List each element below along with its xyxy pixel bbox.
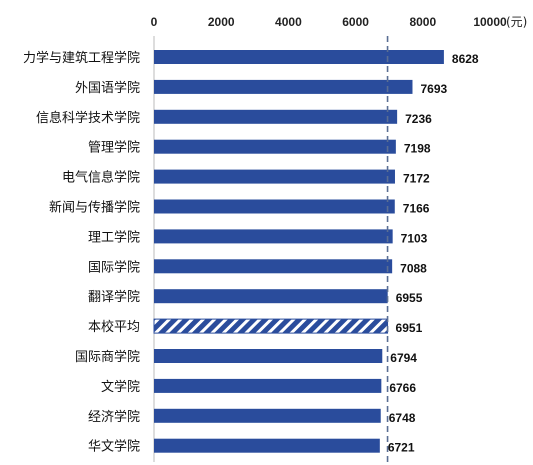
category-label: 经济学院 bbox=[88, 409, 140, 425]
bar bbox=[154, 229, 393, 244]
bar bbox=[154, 378, 382, 393]
bar bbox=[154, 50, 444, 64]
category-label: 信息科学技术学院 bbox=[36, 110, 140, 126]
bar bbox=[154, 199, 395, 214]
bar bbox=[154, 408, 381, 423]
value-label: 7172 bbox=[403, 172, 430, 186]
value-label: 6766 bbox=[389, 381, 416, 395]
category-label: 管理学院 bbox=[88, 140, 140, 156]
value-label: 7693 bbox=[420, 82, 447, 96]
value-label: 6721 bbox=[388, 441, 415, 455]
value-label: 6955 bbox=[396, 291, 423, 305]
labels: 力学与建筑工程学院 8628 外国语学院 7693 信息科学技术学院 7236 管理学院 71… bbox=[23, 50, 479, 455]
value-label: 7198 bbox=[404, 142, 431, 156]
category-label: 电气信息学院 bbox=[62, 170, 140, 186]
x-tick-label: 8000 bbox=[409, 15, 436, 29]
value-label: 7166 bbox=[403, 202, 430, 216]
value-label: 7088 bbox=[400, 261, 427, 275]
bar bbox=[154, 79, 413, 94]
bar bbox=[153, 318, 389, 334]
category-label: 翻译学院 bbox=[88, 289, 140, 305]
category-label: 国际学院 bbox=[88, 259, 140, 275]
category-label: 新闻与传播学院 bbox=[49, 200, 140, 216]
x-tick-label: 0 bbox=[151, 15, 158, 29]
x-tick-label: 10000 bbox=[473, 15, 507, 29]
bar bbox=[154, 259, 393, 274]
bar bbox=[154, 169, 395, 184]
category-label: 外国语学院 bbox=[75, 80, 140, 96]
bar bbox=[154, 289, 388, 304]
category-label: 力学与建筑工程学院 bbox=[23, 50, 140, 66]
category-label: 国际商学院 bbox=[75, 349, 140, 365]
unit-label: (元) bbox=[506, 15, 527, 29]
category-label: 华文学院 bbox=[88, 439, 140, 455]
value-label: 6951 bbox=[396, 321, 423, 335]
x-tick-label: 2000 bbox=[208, 15, 235, 29]
bar bbox=[154, 438, 380, 453]
bar bbox=[154, 139, 396, 154]
category-label: 本校平均 bbox=[88, 319, 140, 335]
bar bbox=[154, 109, 398, 124]
category-label: 理工学院 bbox=[88, 229, 140, 245]
category-label: 文学院 bbox=[101, 379, 140, 395]
value-label: 7103 bbox=[401, 231, 428, 245]
x-tick-label: 4000 bbox=[275, 15, 302, 29]
bar bbox=[154, 349, 383, 363]
value-label: 6748 bbox=[389, 411, 416, 425]
bars bbox=[153, 36, 444, 462]
x-tick-label: 6000 bbox=[342, 15, 369, 29]
value-label: 8628 bbox=[452, 52, 479, 66]
value-label: 7236 bbox=[405, 112, 432, 126]
value-label: 6794 bbox=[390, 351, 417, 365]
